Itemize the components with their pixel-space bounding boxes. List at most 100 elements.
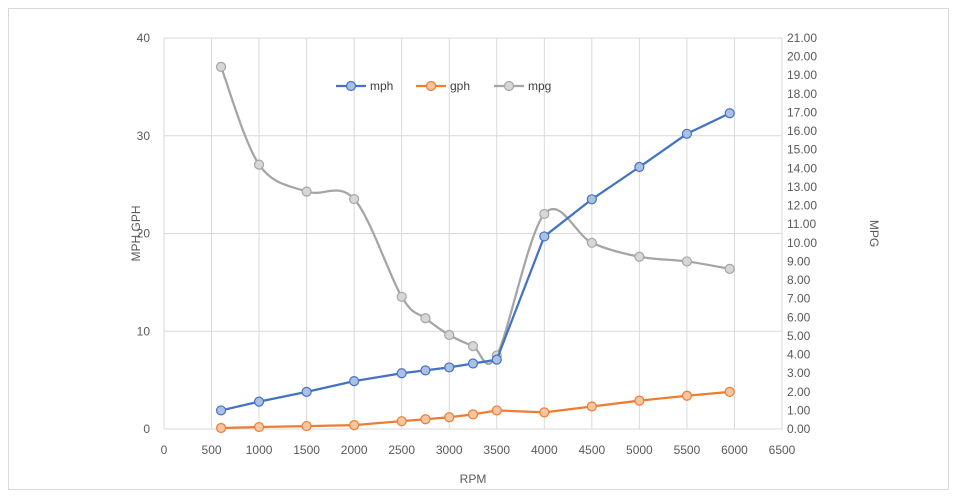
data-point-mph (539, 231, 550, 242)
data-point-gph (724, 386, 735, 397)
data-point-mph (634, 161, 645, 173)
y2-tick-label: 17.00 (787, 105, 817, 119)
data-point-mph (724, 108, 735, 119)
legend-label-gph: gph (450, 79, 470, 93)
data-point-mph (681, 128, 693, 139)
data-point-mpg (396, 291, 407, 302)
data-point-mph (301, 386, 312, 397)
y2-tick-label: 2.00 (787, 385, 811, 399)
data-point-gph (253, 421, 265, 433)
data-point-gph (467, 409, 479, 420)
data-point-mpg (444, 329, 455, 341)
y-tick-label: 40 (137, 31, 151, 45)
y2-tick-label: 10.00 (787, 236, 817, 250)
legend: mph gph mpg (336, 79, 551, 93)
series-line-gph (219, 390, 731, 430)
data-point-gph (420, 414, 431, 425)
data-point-mpg (634, 251, 645, 262)
data-point-mpg (253, 159, 265, 170)
data-point-gph (396, 416, 407, 427)
data-point-gph (681, 390, 693, 401)
y2-tick-label: 15.00 (787, 143, 817, 157)
data-point-mpg (349, 193, 360, 205)
x-tick-label: 1500 (293, 443, 320, 457)
legend-label-mpg: mpg (528, 79, 551, 93)
data-point-gph (444, 412, 455, 423)
x-tick-label: 4500 (578, 443, 605, 457)
legend-item-gph: gph (416, 79, 470, 93)
y2-tick-label: 14.00 (787, 161, 817, 175)
legend-marker-mph (345, 80, 357, 92)
y2-tick-label: 16.00 (787, 124, 817, 138)
data-point-mpg (724, 263, 735, 274)
y-axis-title: MPH,GPH (129, 205, 143, 261)
y2-tick-label: 3.00 (787, 366, 811, 380)
legend-marker-mpg (503, 80, 515, 92)
data-point-gph (349, 419, 360, 431)
y2-tick-label: 5.00 (787, 329, 811, 343)
y-tick-label: 30 (137, 129, 151, 143)
y2-tick-label: 21.00 (787, 31, 817, 45)
data-point-mpg (215, 61, 227, 72)
y2-axis-title: MPG (867, 220, 881, 247)
x-tick-label: 4000 (531, 443, 558, 457)
y2-tick-label: 9.00 (787, 254, 811, 268)
x-axis-title: RPM (460, 472, 487, 486)
y2-tick-label: 19.00 (787, 68, 817, 82)
gridlines (163, 37, 783, 430)
x-tick-label: 5000 (626, 443, 653, 457)
data-point-mph (491, 354, 502, 365)
series-mph (215, 108, 735, 416)
data-point-mph (420, 365, 431, 376)
data-point-mph (396, 368, 407, 379)
data-point-mph (253, 396, 265, 407)
data-point-mph (467, 358, 479, 369)
series-line-mph (219, 112, 731, 412)
x-tick-label: 5500 (674, 443, 701, 457)
y2-tick-label: 12.00 (787, 199, 817, 213)
data-point-gph (301, 420, 312, 432)
y2-tick-label: 0.00 (787, 422, 811, 436)
legend-label-mph: mph (370, 79, 393, 93)
data-point-gph (586, 401, 597, 412)
y2-tick-label: 11.00 (787, 217, 816, 231)
y-tick-label: 0 (143, 422, 150, 436)
data-point-gph (491, 405, 502, 416)
x-tick-label: 3500 (483, 443, 510, 457)
data-point-mpg (586, 237, 597, 248)
legend-item-mpg: mpg (494, 79, 551, 93)
x-tick-label: 6000 (721, 443, 748, 457)
y-tick-label: 20 (137, 227, 151, 241)
series-line-mpg (219, 65, 731, 365)
data-point-mph (215, 405, 227, 416)
data-point-mph (586, 194, 597, 205)
legend-item-mph: mph (336, 79, 393, 93)
series-mpg (215, 61, 735, 365)
data-point-mpg (539, 208, 550, 220)
y2-tick-label: 8.00 (787, 273, 811, 287)
data-point-mpg (681, 256, 693, 267)
x-tick-label: 500 (202, 443, 222, 457)
data-point-mpg (467, 341, 479, 352)
x-tick-label: 3000 (436, 443, 463, 457)
x-tick-label: 1000 (246, 443, 273, 457)
legend-marker-gph (425, 80, 437, 92)
y2-tick-label: 4.00 (787, 348, 811, 362)
y2-tick-label: 6.00 (787, 310, 811, 324)
x-tick-label: 2500 (388, 443, 415, 457)
data-point-gph (215, 422, 227, 434)
data-point-gph (634, 395, 645, 406)
data-point-gph (539, 407, 550, 418)
x-tick-label: 0 (161, 443, 168, 457)
data-point-mph (349, 376, 360, 387)
data-point-mph (444, 362, 455, 373)
data-point-mpg (420, 313, 431, 324)
y2-tick-label: 1.00 (787, 403, 811, 417)
chart-frame (8, 8, 949, 490)
y2-tick-label: 13.00 (787, 180, 817, 194)
data-point-mpg (301, 186, 312, 197)
y2-tick-label: 7.00 (787, 292, 811, 306)
y2-tick-label: 18.00 (787, 87, 817, 101)
series-gph (215, 386, 735, 434)
